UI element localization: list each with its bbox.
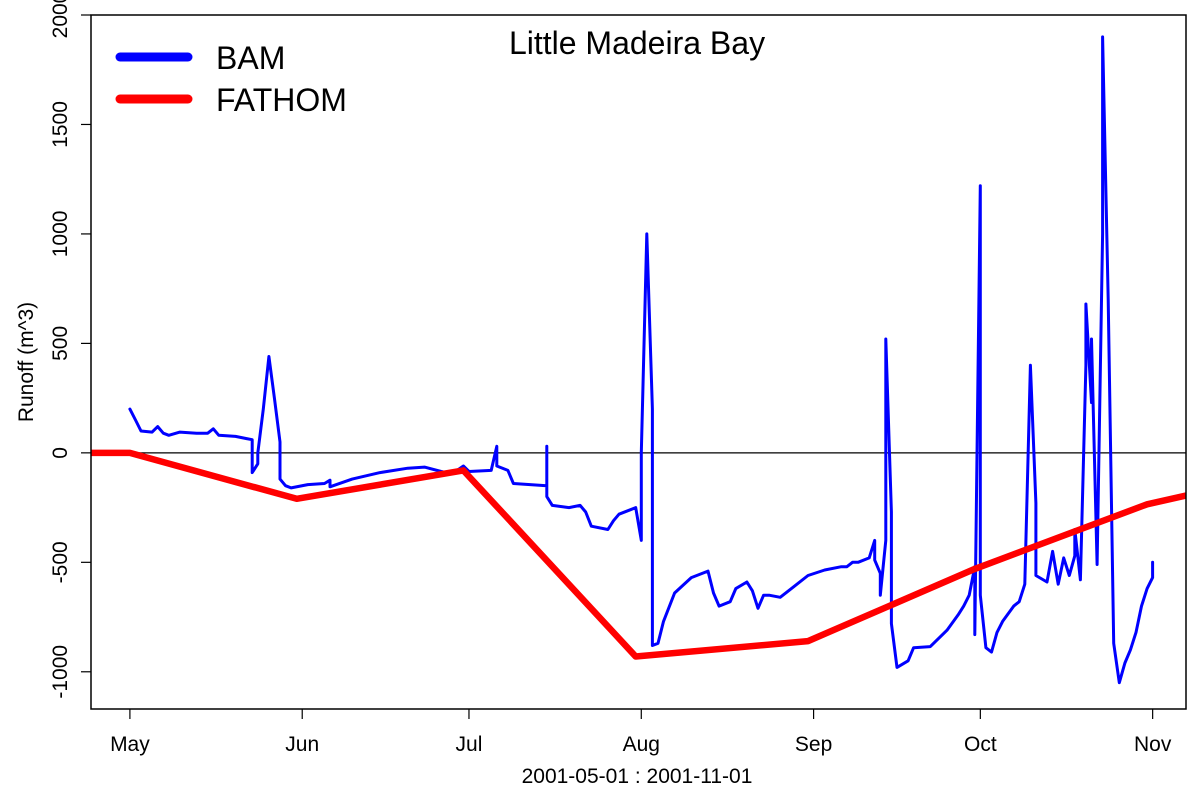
chart-title: Little Madeira Bay — [509, 25, 765, 61]
y-axis: -1000 -500 0 500 1000 1500 2000 — [49, 0, 91, 699]
legend-label-fathom: FATHOM — [216, 82, 347, 118]
x-tick-label: Oct — [964, 733, 997, 756]
y-tick-label: 2000 — [49, 0, 72, 38]
x-tick-label: Sep — [795, 733, 832, 756]
y-tick-label: 500 — [49, 326, 72, 361]
x-tick-label: Jun — [285, 733, 319, 756]
y-axis-title: Runoff (m^3) — [15, 302, 38, 422]
plot-frame — [90, 14, 1187, 710]
y-tick-label: 0 — [49, 447, 72, 459]
series-line-fathom — [91, 449, 1186, 660]
x-tick-label: May — [110, 733, 150, 756]
x-tick-label: Aug — [623, 733, 660, 756]
x-axis: May Jun Jul Aug Sep Oct Nov — [110, 709, 1172, 756]
legend: BAM FATHOM — [115, 40, 347, 118]
y-tick-label: 1500 — [49, 101, 72, 148]
legend-label-bam: BAM — [216, 40, 285, 76]
x-axis-title: 2001-05-01 : 2001-11-01 — [522, 765, 753, 788]
series-line-bam — [128, 35, 1155, 685]
y-tick-label: -1000 — [49, 645, 72, 699]
x-tick-label: Nov — [1134, 733, 1172, 756]
y-tick-label: 1000 — [49, 211, 72, 258]
x-tick-label: Jul — [456, 733, 483, 756]
y-tick-label: -500 — [49, 541, 72, 583]
